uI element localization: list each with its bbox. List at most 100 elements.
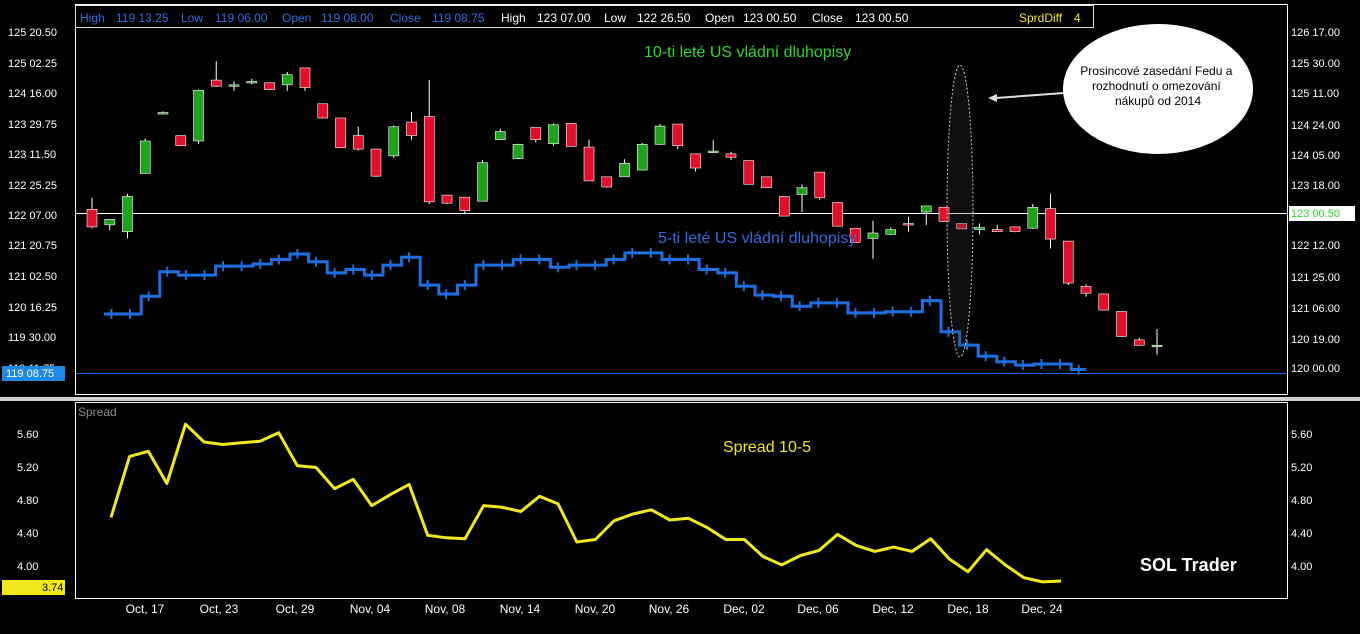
left-axis-tick-label: 121 02.50 [8, 271, 57, 283]
candle [1009, 226, 1021, 233]
right-axis-tick-label: 125 30.00 [1291, 58, 1340, 70]
five-year-step-line [104, 251, 1087, 372]
candle-body [707, 150, 719, 153]
series-a-high-label: High [80, 11, 105, 25]
left-axis-tick-label: 122 07.00 [8, 210, 57, 222]
candle-body [565, 123, 577, 147]
spread-axis-tick-label-right: 5.20 [1291, 462, 1312, 474]
five-year-price-tag-text: 119 08.75 [6, 368, 54, 380]
spread-line [109, 422, 1062, 584]
candle [938, 206, 950, 223]
right-axis-tick-label: 124 05.00 [1291, 150, 1340, 162]
spread-axis-tick-label-left: 5.60 [17, 429, 38, 441]
candle-body [494, 131, 506, 140]
candle-body [317, 103, 329, 119]
candle [406, 111, 417, 140]
spread-axis-tick-label-left: 4.00 [17, 561, 38, 573]
left-axis-tick-label: 125 02.25 [8, 58, 57, 70]
candle [459, 196, 471, 215]
candle-body [477, 162, 488, 202]
top-panel-frame [75, 4, 1288, 395]
spread-axis-tick-label-right: 4.40 [1291, 528, 1312, 540]
candle-body [885, 229, 897, 235]
date-axis-tick-label: Dec, 06 [797, 602, 839, 616]
series-b-open-label: Open [705, 11, 734, 25]
candle [1098, 293, 1110, 311]
candle [139, 138, 151, 174]
candle-body [157, 112, 169, 115]
date-axis-tick-label: Oct, 23 [200, 602, 239, 616]
series-a-open-value: 119 08.00 [321, 11, 374, 25]
callout-bubble [1063, 24, 1253, 154]
date-axis-tick-label: Nov, 14 [500, 602, 541, 616]
header-info-box [75, 5, 1094, 28]
candle-body [974, 227, 985, 230]
ten-year-price-tag: 123 00.50 [1289, 206, 1355, 221]
right-axis-tick-label: 126 17.00 [1291, 27, 1340, 39]
candle-body [175, 135, 187, 147]
series-a-low-value: 119 06.00 [215, 11, 268, 25]
bottom-panel-frame [75, 402, 1288, 599]
right-axis-tick-label: 125 11.00 [1291, 88, 1339, 100]
candle [778, 196, 790, 217]
candle [210, 61, 222, 87]
date-axis-tick-label: Nov, 20 [575, 602, 616, 616]
candle-body [459, 196, 471, 211]
candle [299, 67, 311, 91]
series-b-open-value: 123 00.50 [743, 11, 797, 25]
candle-body [725, 153, 737, 158]
candle [672, 123, 684, 150]
candle-body [281, 74, 293, 86]
candle [228, 81, 240, 91]
five-year-price-tag: 119 08.75 [2, 366, 65, 381]
left-axis-tick-label: 125 20.50 [8, 27, 57, 39]
brand-label: SOL Trader [1140, 555, 1237, 575]
spread-title: Spread 10-5 [723, 439, 811, 456]
candle-body [832, 202, 843, 227]
candle-body [903, 223, 914, 226]
candle [867, 220, 879, 259]
spread-price-tag: 3.74 [2, 580, 65, 595]
series-b-low-value: 122 26.50 [637, 11, 691, 25]
series-a-high-value: 119 13.25 [116, 11, 169, 25]
spread-axis-tick-label-left: 5.20 [17, 462, 38, 474]
candle [388, 125, 400, 158]
candle [619, 159, 630, 178]
candle [246, 78, 258, 85]
spread-price-tag-text: 3.74 [42, 582, 63, 594]
candle [743, 160, 755, 185]
date-axis-tick-label: Dec, 24 [1021, 602, 1063, 616]
candle [530, 127, 542, 143]
callout-arrow-line [995, 92, 1065, 99]
candle [122, 193, 133, 239]
svg-text:SprdDiff 4: SprdDiff 4 [1019, 11, 1081, 25]
candle-body [210, 79, 222, 87]
candle-body [672, 123, 684, 147]
date-axis-tick-label: Dec, 18 [947, 602, 989, 616]
spread-axis-tick-label-right: 4.00 [1291, 561, 1312, 573]
candle [832, 202, 843, 227]
date-axis-tick-label: Nov, 26 [649, 602, 690, 616]
candle [601, 176, 613, 188]
candle-body [1116, 311, 1127, 337]
candle-body [743, 160, 755, 185]
candle-body [1009, 226, 1021, 232]
svg-text:High 123 07.00 Low: High 123 07.00 Low 122 26.50 Open 123 00… [501, 11, 909, 25]
right-axis-tick-label: 122 12.00 [1291, 240, 1340, 252]
right-axis-tick-label: 124 24.00 [1291, 120, 1340, 132]
candle [814, 171, 826, 200]
right-axis-tick-label: 121 06.00 [1291, 303, 1340, 315]
spread-axis-tick-label-right: 5.60 [1291, 429, 1312, 441]
candle [370, 148, 382, 177]
series-b-high-value: 123 07.00 [537, 11, 591, 25]
candle-body [122, 196, 133, 232]
right-axis-tick-label: 121 25.00 [1291, 272, 1340, 284]
candle [690, 153, 701, 172]
candle [1116, 311, 1127, 338]
candle [707, 140, 719, 154]
right-price-axis: 126 17.00 125 30.00 125 11.00 124 24.00 124 … [1291, 27, 1340, 375]
right-axis-tick-label: 120 19.00 [1291, 334, 1340, 346]
candle-body [938, 206, 950, 222]
series-a-low-label: Low [181, 11, 203, 25]
candle-body [636, 144, 648, 171]
